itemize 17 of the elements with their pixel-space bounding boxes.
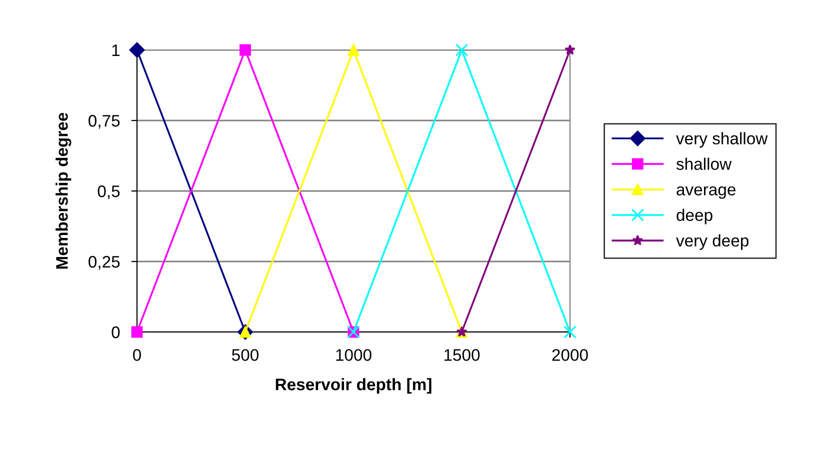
y-tick-label: 0,75: [88, 114, 120, 129]
y-tick-label: 0: [112, 326, 120, 338]
x-tick-label: 0: [133, 349, 141, 361]
y-tick-label: 1: [112, 44, 120, 56]
x-tick-label: 500: [232, 349, 259, 361]
x-tick-label: 2000: [552, 349, 588, 361]
y-axis-title: Membership degree: [56, 112, 72, 269]
legend-label: shallow: [676, 158, 732, 170]
x-axis-title: Reservoir depth [m]: [276, 378, 432, 394]
y-tick-label: 0,5: [98, 185, 120, 200]
legend-label: very shallow: [676, 132, 768, 148]
x-tick-label: 1500: [444, 349, 480, 361]
y-tick-label: 0,25: [88, 256, 120, 270]
legend-label: deep: [676, 208, 712, 224]
x-tick-label: 1000: [336, 349, 372, 361]
legend-label: average: [676, 186, 736, 199]
legend-label: very deep: [676, 234, 748, 250]
